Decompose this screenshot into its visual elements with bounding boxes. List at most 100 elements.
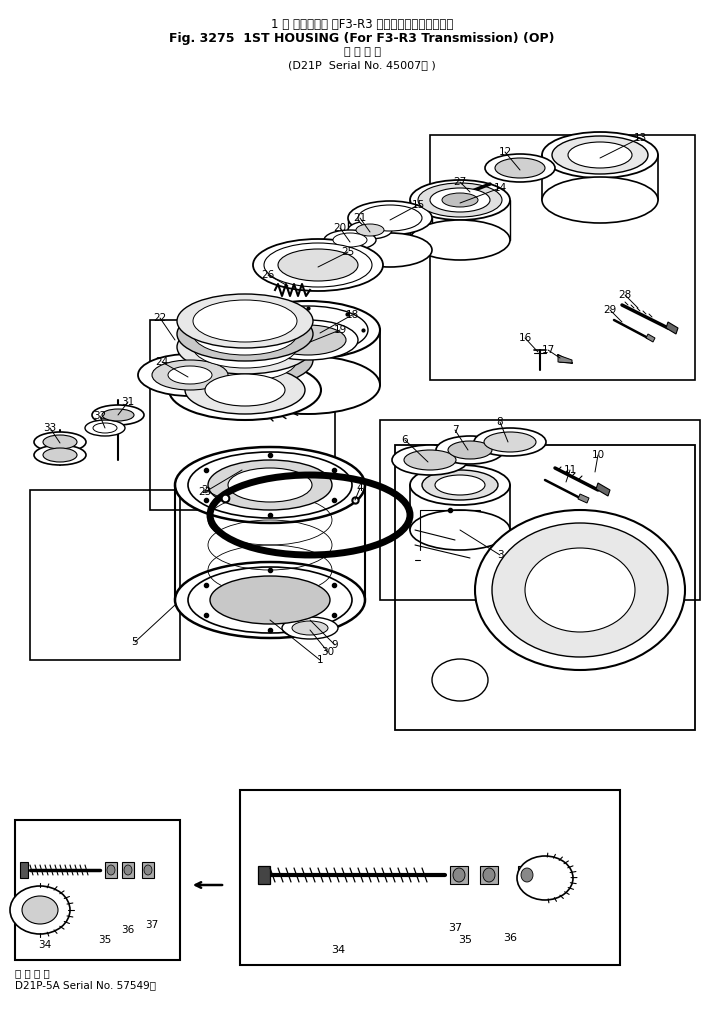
Ellipse shape xyxy=(270,325,346,355)
Ellipse shape xyxy=(358,205,422,231)
Polygon shape xyxy=(518,866,536,884)
Text: Fig. 3275  1ST HOUSING (For F3-R3 Transmission) (OP): Fig. 3275 1ST HOUSING (For F3-R3 Transmi… xyxy=(169,32,555,45)
Ellipse shape xyxy=(124,865,132,874)
Ellipse shape xyxy=(348,201,432,234)
Ellipse shape xyxy=(278,249,358,281)
Text: 30: 30 xyxy=(322,647,335,657)
Polygon shape xyxy=(258,866,270,884)
Text: 24: 24 xyxy=(155,357,168,367)
Text: 8: 8 xyxy=(497,417,503,427)
Text: 1: 1 xyxy=(317,655,323,665)
Ellipse shape xyxy=(404,450,456,470)
Ellipse shape xyxy=(517,856,573,900)
Text: 17: 17 xyxy=(542,345,555,355)
Text: 19: 19 xyxy=(333,325,346,335)
Text: 14: 14 xyxy=(493,183,507,193)
Text: (D21P  Serial No. 45007～ ): (D21P Serial No. 45007～ ) xyxy=(288,60,436,70)
Polygon shape xyxy=(105,862,117,878)
Text: 18: 18 xyxy=(346,310,359,319)
Polygon shape xyxy=(122,862,134,878)
Text: 36: 36 xyxy=(121,925,134,935)
Polygon shape xyxy=(480,866,498,884)
Ellipse shape xyxy=(43,435,77,449)
Ellipse shape xyxy=(348,233,432,267)
Ellipse shape xyxy=(169,360,321,420)
Polygon shape xyxy=(558,355,572,362)
Ellipse shape xyxy=(188,452,352,518)
Ellipse shape xyxy=(177,294,313,348)
Ellipse shape xyxy=(474,428,546,456)
Ellipse shape xyxy=(193,339,297,381)
Text: 27: 27 xyxy=(453,177,466,187)
Ellipse shape xyxy=(432,659,488,701)
Ellipse shape xyxy=(177,307,313,361)
Text: 13: 13 xyxy=(633,133,646,143)
Ellipse shape xyxy=(10,886,70,934)
Polygon shape xyxy=(240,790,620,965)
Ellipse shape xyxy=(258,319,358,360)
Ellipse shape xyxy=(205,374,285,406)
Ellipse shape xyxy=(193,300,297,342)
Ellipse shape xyxy=(475,510,685,670)
Ellipse shape xyxy=(193,313,297,355)
Text: 4: 4 xyxy=(356,483,364,493)
Ellipse shape xyxy=(495,158,545,178)
Ellipse shape xyxy=(521,868,533,882)
Ellipse shape xyxy=(138,354,242,396)
Ellipse shape xyxy=(264,243,372,287)
Ellipse shape xyxy=(333,233,367,247)
Text: 適 用 号 機: 適 用 号 機 xyxy=(15,968,50,978)
Ellipse shape xyxy=(542,177,658,223)
Ellipse shape xyxy=(410,510,510,550)
Text: 1 速 ハウジング （F3-R3 トランスミッション用）: 1 速 ハウジング （F3-R3 トランスミッション用） xyxy=(271,18,453,31)
Ellipse shape xyxy=(248,306,368,354)
Text: 7: 7 xyxy=(452,425,458,435)
Ellipse shape xyxy=(484,432,536,452)
Text: 37: 37 xyxy=(145,920,158,930)
Polygon shape xyxy=(450,866,468,884)
Ellipse shape xyxy=(85,420,125,436)
Polygon shape xyxy=(666,322,678,334)
Polygon shape xyxy=(578,494,589,503)
Ellipse shape xyxy=(144,865,152,874)
Text: 3: 3 xyxy=(497,550,503,560)
Ellipse shape xyxy=(175,562,365,638)
Polygon shape xyxy=(20,862,28,878)
Ellipse shape xyxy=(102,409,134,421)
Ellipse shape xyxy=(168,366,212,384)
Ellipse shape xyxy=(177,333,313,387)
Ellipse shape xyxy=(152,360,228,390)
Text: D21P-5A Serial No. 57549～: D21P-5A Serial No. 57549～ xyxy=(15,980,156,990)
Ellipse shape xyxy=(483,868,495,882)
Ellipse shape xyxy=(34,432,86,452)
Ellipse shape xyxy=(236,301,380,359)
Text: 22: 22 xyxy=(153,313,166,323)
Ellipse shape xyxy=(422,470,498,500)
Ellipse shape xyxy=(236,356,380,414)
Text: 23: 23 xyxy=(198,487,212,497)
Ellipse shape xyxy=(436,436,504,464)
Ellipse shape xyxy=(22,896,58,924)
Ellipse shape xyxy=(228,468,312,502)
Ellipse shape xyxy=(453,868,465,882)
Text: 5: 5 xyxy=(132,637,138,647)
Text: 35: 35 xyxy=(458,935,472,945)
Ellipse shape xyxy=(430,188,490,212)
Text: 29: 29 xyxy=(604,305,617,315)
Text: 35: 35 xyxy=(98,935,111,945)
Text: 26: 26 xyxy=(262,270,275,280)
Ellipse shape xyxy=(392,445,468,475)
Ellipse shape xyxy=(410,220,510,260)
Ellipse shape xyxy=(542,132,658,178)
Ellipse shape xyxy=(410,465,510,505)
Text: 34: 34 xyxy=(38,940,51,950)
Ellipse shape xyxy=(348,221,392,239)
Text: 適 用 号 機: 適 用 号 機 xyxy=(343,47,380,57)
Ellipse shape xyxy=(175,447,365,523)
Polygon shape xyxy=(596,483,610,496)
Text: 33: 33 xyxy=(43,423,56,433)
Ellipse shape xyxy=(208,460,332,510)
Text: 16: 16 xyxy=(518,333,531,343)
Ellipse shape xyxy=(43,449,77,462)
Ellipse shape xyxy=(193,326,297,368)
